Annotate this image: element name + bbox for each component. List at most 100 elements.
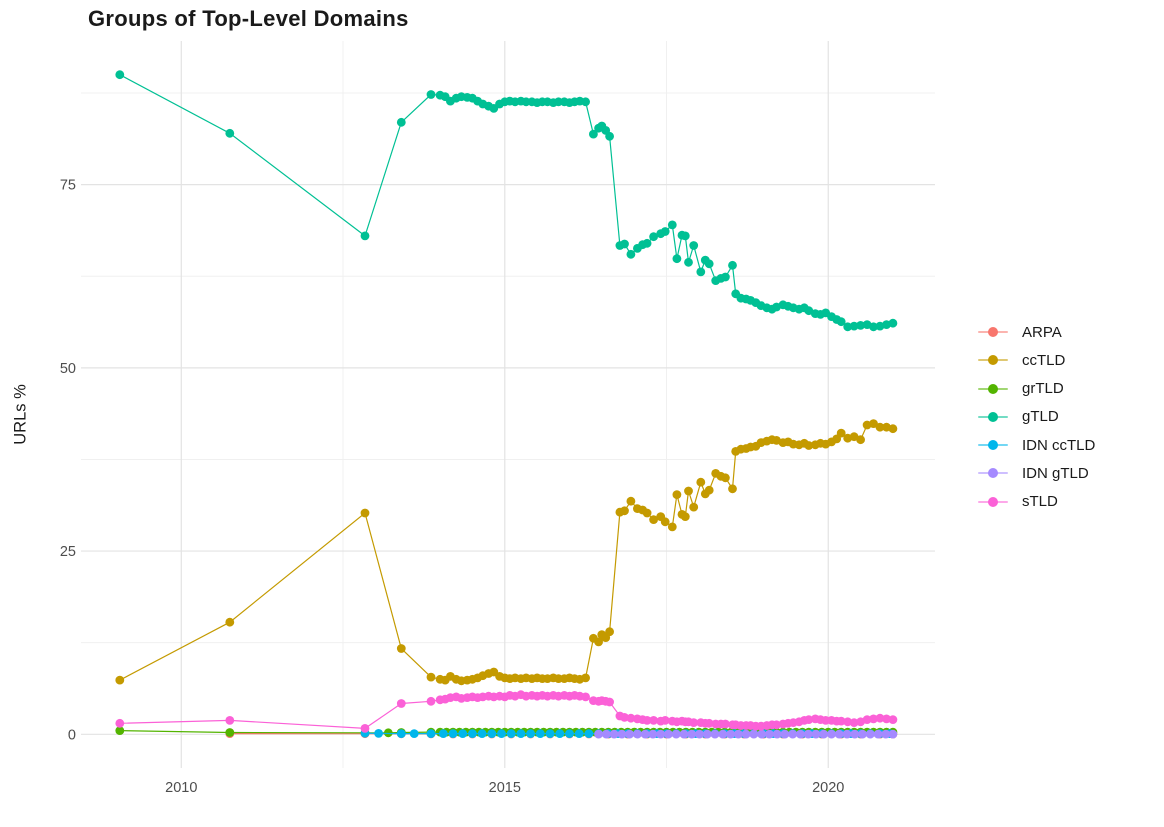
data-point: [581, 692, 590, 702]
data-point: [680, 231, 690, 241]
data-point: [721, 719, 730, 729]
data-point: [225, 128, 235, 138]
data-point: [383, 728, 393, 738]
data-point: [660, 227, 670, 236]
legend-label: IDN gTLD: [1022, 464, 1089, 482]
data-point: [888, 729, 898, 739]
data-point: [672, 490, 682, 499]
legend-key-icon: [976, 321, 1010, 343]
legend-label: IDN ccTLD: [1022, 436, 1096, 454]
y-tick-label: 0: [68, 727, 76, 743]
data-point: [649, 716, 658, 725]
data-point: [396, 699, 406, 708]
data-point: [667, 522, 677, 532]
data-point: [565, 729, 574, 738]
data-point: [649, 515, 658, 524]
data-point: [374, 729, 383, 738]
x-tick-label: 2015: [489, 780, 521, 796]
data-point: [115, 718, 125, 728]
data-point: [626, 713, 636, 723]
legend-item-idn-cctld: IDN ccTLD: [976, 434, 1095, 456]
data-point: [849, 718, 859, 727]
data-point: [881, 729, 891, 739]
data-point: [660, 517, 670, 527]
data-point: [620, 506, 629, 516]
data-point: [626, 496, 636, 506]
data-point: [426, 672, 436, 682]
data-point: [594, 729, 603, 739]
data-point: [574, 729, 584, 738]
data-point: [728, 484, 737, 494]
data-point: [589, 129, 598, 139]
legend-key-icon: [976, 434, 1010, 456]
data-point: [360, 231, 370, 241]
data-point: [772, 720, 781, 730]
data-point: [545, 729, 555, 738]
data-point: [888, 424, 898, 434]
data-point: [426, 729, 436, 738]
data-point: [664, 729, 673, 739]
data-point: [620, 239, 629, 249]
data-point: [836, 716, 846, 726]
data-point: [856, 321, 865, 330]
data-point: [448, 729, 458, 738]
data-point: [696, 477, 706, 487]
data-point: [765, 729, 774, 739]
legend-key-icon: [976, 406, 1010, 428]
legend-key-icon: [976, 462, 1010, 484]
data-point: [648, 729, 658, 739]
data-point: [728, 260, 737, 270]
data-point: [458, 729, 468, 738]
data-point: [704, 485, 714, 495]
data-point: [506, 729, 516, 738]
data-point: [360, 508, 370, 518]
data-point: [396, 644, 406, 653]
data-point: [656, 729, 666, 739]
y-tick-label: 75: [60, 178, 76, 194]
series-line-gtld: [119, 74, 894, 328]
data-point: [842, 729, 852, 739]
data-point: [609, 729, 619, 739]
data-point: [617, 729, 627, 739]
data-point: [642, 716, 652, 725]
data-point: [620, 713, 629, 722]
data-point: [858, 729, 867, 739]
legend-item-idn-gtld: IDN gTLD: [976, 462, 1095, 484]
data-point: [225, 728, 235, 737]
data-point: [409, 729, 419, 738]
data-point: [888, 715, 898, 724]
data-point: [704, 718, 714, 728]
data-point: [115, 70, 125, 80]
legend-label: ccTLD: [1022, 351, 1066, 369]
data-point: [225, 617, 235, 627]
x-tick-label: 2010: [165, 780, 197, 796]
data-point: [689, 241, 699, 250]
data-point: [749, 729, 759, 739]
data-point: [684, 257, 693, 267]
data-point: [850, 729, 860, 739]
data-point: [788, 729, 798, 739]
data-point: [584, 729, 594, 738]
data-point: [843, 717, 853, 727]
data-point: [875, 422, 885, 432]
legend-key-icon: [976, 491, 1010, 513]
data-point: [225, 716, 235, 725]
data-point: [477, 729, 487, 738]
y-tick-label: 25: [60, 544, 76, 560]
data-point: [396, 117, 406, 127]
data-point: [605, 131, 614, 141]
data-point: [702, 729, 712, 739]
data-point: [726, 729, 735, 739]
legend-label: grTLD: [1022, 380, 1064, 398]
data-point: [718, 729, 728, 739]
data-point: [640, 729, 650, 739]
data-point: [680, 512, 690, 521]
data-point: [438, 729, 448, 738]
data-point: [526, 729, 535, 738]
legend-item-arpa: ARPA: [976, 321, 1095, 343]
data-point: [869, 322, 878, 332]
data-point: [704, 259, 714, 269]
data-point: [555, 729, 565, 738]
